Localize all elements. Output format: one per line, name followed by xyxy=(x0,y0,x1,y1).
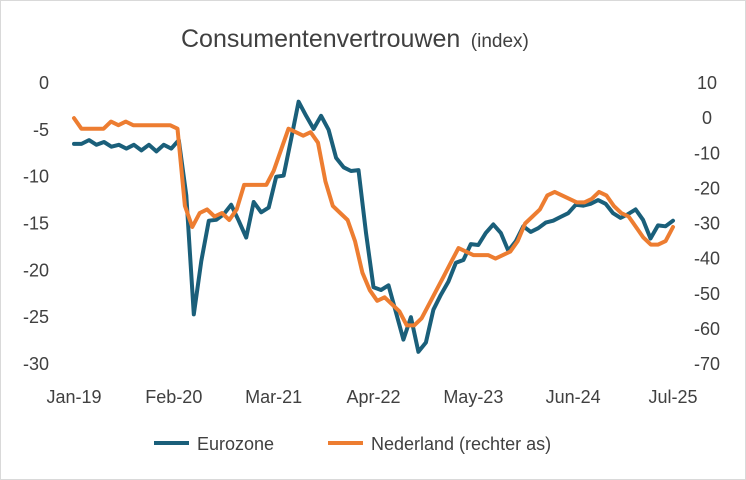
left-axis-tick-label: -5 xyxy=(33,120,49,140)
x-axis-tick-label: May-23 xyxy=(443,387,503,407)
left-axis-tick-label: -15 xyxy=(23,214,49,234)
series-line-eurozone xyxy=(72,99,675,354)
right-axis-tick-label: -70 xyxy=(694,354,720,374)
right-axis-tick-label: -20 xyxy=(694,178,720,198)
x-axis-tick-label: Jun-24 xyxy=(546,387,601,407)
title-main: Consumentenvertrouwen xyxy=(181,25,460,53)
right-axis-tick-label: -30 xyxy=(694,214,720,234)
right-axis-tick-label: -40 xyxy=(694,249,720,269)
left-axis-tick-label: -30 xyxy=(23,354,49,374)
right-axis-tick-label: -50 xyxy=(694,284,720,304)
right-axis-tick-label: -10 xyxy=(694,143,720,163)
left-axis-tick-label: -10 xyxy=(23,167,49,187)
x-axis-tick-label: Jan-19 xyxy=(46,387,101,407)
x-axis-tick-label: Feb-20 xyxy=(145,387,202,407)
left-axis-tick-label: -25 xyxy=(23,307,49,327)
right-axis-tick-label: 10 xyxy=(697,73,717,93)
x-axis-tick-label: Mar-21 xyxy=(245,387,302,407)
x-axis-tick-label: Jul-25 xyxy=(648,387,697,407)
legend-label-eurozone: Eurozone xyxy=(197,434,274,454)
title-suffix: (index) xyxy=(471,31,529,52)
legend: Eurozone Nederland (rechter as) xyxy=(154,434,551,454)
chart-title: Consumentenvertrouwen (index) xyxy=(181,25,529,53)
series-lines xyxy=(72,99,675,354)
right-axis-tick-label: 0 xyxy=(702,108,712,128)
left-axis-tick-label: 0 xyxy=(39,73,49,93)
left-axis-ticks: 0 -5 -10 -15 -20 -25 -30 xyxy=(23,73,49,374)
left-axis-tick-label: -20 xyxy=(23,260,49,280)
right-axis-ticks: 10 0 -10 -20 -30 -40 -50 -60 -70 xyxy=(694,73,720,374)
x-axis-ticks: Jan-19 Feb-20 Mar-21 Apr-22 May-23 Jun-24 Jul-… xyxy=(46,387,697,407)
right-axis-tick-label: -60 xyxy=(694,319,720,339)
legend-label-nederland: Nederland (rechter as) xyxy=(371,434,551,454)
x-axis-tick-label: Apr-22 xyxy=(346,387,400,407)
series-line-nederland xyxy=(72,116,675,328)
